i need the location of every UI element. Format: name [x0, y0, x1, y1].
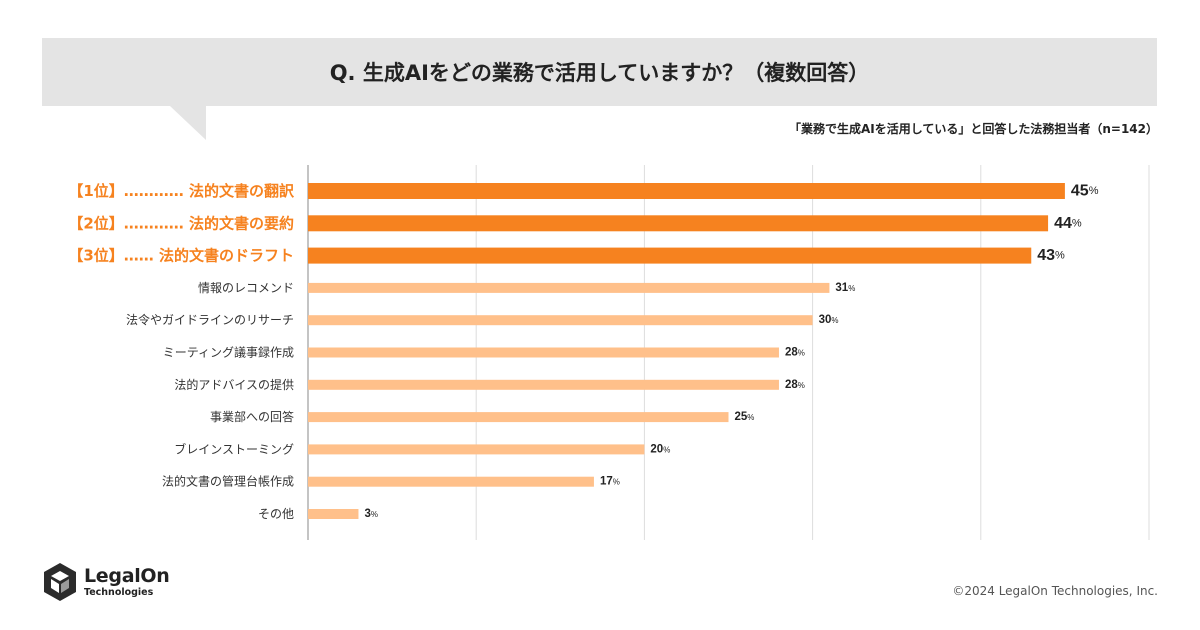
data-label-unit: %: [1055, 250, 1065, 262]
category-label: ブレインストーミング: [174, 441, 294, 456]
copyright: ©2024 LegalOn Technologies, Inc.: [952, 584, 1158, 598]
data-label: 20%: [650, 443, 670, 455]
bar: [308, 247, 1032, 264]
data-label-unit: %: [848, 283, 855, 292]
bar: [308, 183, 1065, 199]
hexagon-cube-icon: [44, 563, 76, 601]
bar: [308, 315, 813, 326]
bar: [308, 282, 830, 293]
data-label-unit: %: [798, 380, 805, 389]
data-label: 30%: [819, 314, 839, 326]
data-label-unit: %: [1072, 217, 1082, 229]
bar: [308, 509, 359, 519]
data-label-unit: %: [613, 477, 620, 486]
bar: [308, 444, 645, 455]
data-label-unit: %: [747, 413, 754, 422]
data-label: 28%: [785, 347, 805, 359]
bar: [308, 215, 1049, 232]
data-label: 17%: [600, 476, 620, 488]
chart-title: Q. 生成AIをどの業務で活用していますか？（複数回答）: [329, 61, 870, 85]
category-label: 法的アドバイスの提供: [174, 377, 294, 392]
company-logo: LegalOn Technologies: [42, 562, 170, 602]
bar: [308, 347, 779, 358]
data-label-unit: %: [371, 510, 378, 519]
category-label: 【2位】………… 法的文書の要約: [68, 214, 294, 232]
data-label: 44%: [1054, 215, 1082, 232]
bar: [308, 476, 594, 487]
category-label: ミーティング議事録作成: [163, 345, 294, 360]
data-label: 28%: [785, 379, 805, 391]
brand-name: LegalOn: [84, 564, 170, 587]
data-label-unit: %: [831, 316, 838, 325]
category-label: 法令やガイドラインのリサーチ: [126, 312, 294, 327]
data-label: 31%: [835, 282, 855, 294]
bar: [308, 412, 729, 423]
data-label: 3%: [364, 508, 378, 520]
chart-subtitle: 「業務で生成AIを活用している」と回答した法務担当者（n=142）: [788, 122, 1158, 136]
title-banner: Q. 生成AIをどの業務で活用していますか？（複数回答）: [42, 38, 1157, 106]
data-label-unit: %: [1089, 185, 1099, 197]
bar: [308, 379, 779, 390]
category-label: 法的文書の管理台帳作成: [162, 474, 294, 489]
category-label: その他: [258, 507, 294, 521]
speech-bubble-tail: [170, 106, 206, 140]
data-label: 43%: [1037, 247, 1065, 264]
data-label-unit: %: [798, 348, 805, 357]
category-label: 情報のレコメンド: [198, 281, 294, 295]
category-label: 事業部への回答: [210, 409, 294, 424]
data-label: 25%: [735, 411, 755, 423]
category-label: 【1位】………… 法的文書の翻訳: [68, 182, 295, 200]
data-label-unit: %: [663, 445, 670, 454]
category-label: 【3位】…… 法的文書のドラフト: [68, 247, 294, 265]
data-label: 45%: [1071, 183, 1099, 200]
brand-subname: Technologies: [84, 586, 154, 598]
